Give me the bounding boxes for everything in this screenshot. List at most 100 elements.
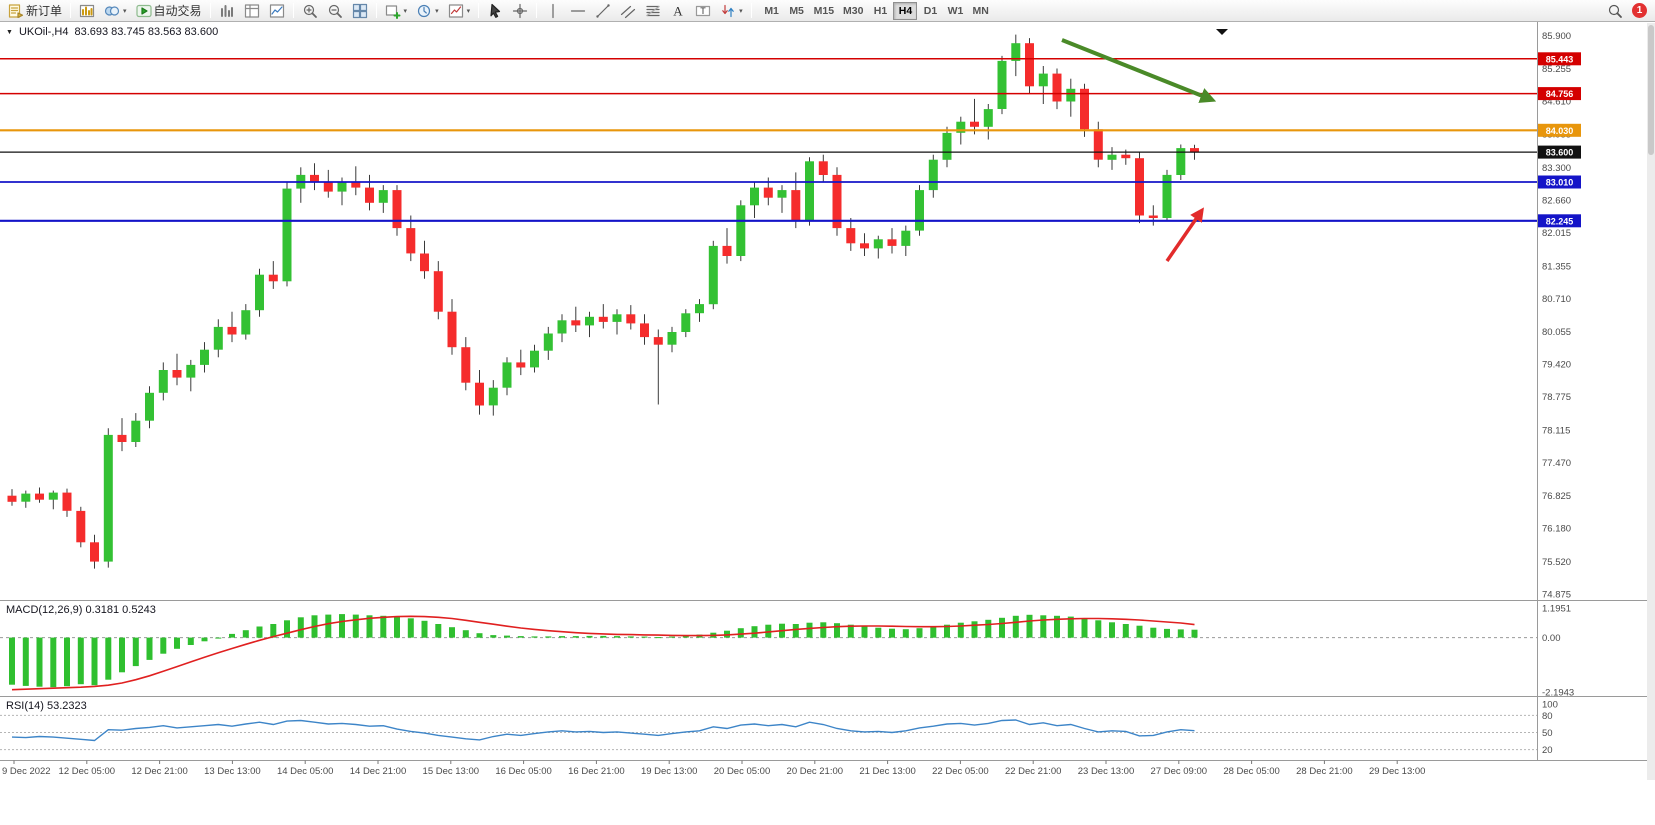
arrows-button[interactable]: ▾ [716, 1, 747, 21]
time-axis-label: 22 Dec 21:00 [1005, 766, 1062, 777]
search-button[interactable] [1603, 1, 1627, 21]
zoom-in-button[interactable] [298, 1, 322, 21]
svg-text:84.756: 84.756 [1546, 89, 1574, 99]
timeframe-d1-button[interactable]: D1 [918, 2, 942, 20]
templates-button[interactable]: ▾ [444, 1, 475, 21]
timeframe-m1-button[interactable]: M1 [760, 2, 784, 20]
price-axis-label: 76.180 [1542, 524, 1571, 535]
cursor-button[interactable] [483, 1, 507, 21]
toolbar: 新订单 ▾ 自动交易 ▾ ▾ ▾ A T ▾ M1 M5 M15 M30 H1 H4 D1 W1 MN 1 [0, 0, 1655, 22]
new-order-button[interactable]: 新订单 [4, 1, 66, 21]
time-axis-label: 14 Dec 05:00 [277, 766, 334, 777]
price-axis-label: 85.255 [1542, 64, 1571, 75]
zoom-in-icon [303, 4, 317, 18]
vertical-line-button[interactable] [541, 1, 565, 21]
price-axis-label: 81.355 [1542, 261, 1571, 272]
rsi-scale-label: 100 [1542, 700, 1558, 711]
rsi-scale-label: 80 [1542, 711, 1553, 722]
timeframe-h4-button[interactable]: H4 [893, 1, 918, 20]
hline-icon [570, 9, 586, 12]
red-bounce-arrow[interactable] [1165, 207, 1204, 262]
green-trend-arrow[interactable] [1061, 38, 1217, 103]
zoom-out-button[interactable] [323, 1, 347, 21]
data-window-icon [244, 3, 259, 18]
timeframe-m5-button[interactable]: M5 [785, 2, 809, 20]
chart-canvas[interactable]: 85.90085.25584.61083.95583.30082.66082.0… [0, 22, 1655, 825]
autotrading-button[interactable]: 自动交易 [132, 1, 206, 21]
periods-icon [417, 4, 431, 17]
time-axis-label: 29 Dec 13:00 [1369, 766, 1426, 777]
rsi-scale-label: 50 [1542, 728, 1553, 739]
price-axis-label: 77.470 [1542, 458, 1571, 469]
line-chart-button[interactable] [265, 1, 289, 21]
time-axis-label: 14 Dec 21:00 [350, 766, 407, 777]
bar-chart-button[interactable] [215, 1, 239, 21]
crosshair-icon [512, 3, 528, 18]
timeframe-m15-button[interactable]: M15 [810, 2, 838, 20]
time-axis-label: 16 Dec 21:00 [568, 766, 625, 777]
crosshair-button[interactable] [508, 1, 532, 21]
arrows-icon [722, 4, 734, 17]
data-window-button[interactable] [240, 1, 264, 21]
fibonacci-button[interactable] [641, 1, 665, 21]
timeframe-w1-button[interactable]: W1 [943, 2, 967, 20]
price-axis-label: 78.775 [1542, 392, 1571, 403]
templates-icon [448, 3, 463, 18]
dropdown-caret-icon: ▾ [123, 7, 127, 15]
label-button[interactable]: T [691, 1, 715, 21]
dropdown-caret-icon: ▾ [435, 7, 439, 15]
magnifier-icon [1608, 4, 1622, 18]
tile-windows-button[interactable] [348, 1, 372, 21]
chart-shift-marker[interactable] [1216, 29, 1228, 35]
timeframe-mn-button[interactable]: MN [968, 2, 992, 20]
charts-button[interactable] [75, 1, 99, 21]
svg-text:82.245: 82.245 [1546, 216, 1574, 226]
toolbar-separator [478, 3, 480, 18]
svg-text:A: A [673, 3, 683, 18]
time-axis-label: 9 Dec 2022 [2, 766, 51, 777]
price-axis-label: 76.825 [1542, 491, 1571, 502]
toolbar-separator [292, 3, 294, 18]
profiles-button[interactable]: ▾ [100, 1, 131, 21]
price-axis-label: 80.710 [1542, 294, 1571, 305]
chart-background [0, 22, 1655, 825]
macd-scale-label: 1.1951 [1542, 604, 1571, 615]
time-axis-label: 15 Dec 13:00 [423, 766, 480, 777]
svg-text:84.030: 84.030 [1546, 126, 1574, 136]
time-axis-label: 23 Dec 13:00 [1078, 766, 1135, 777]
time-axis-label: 28 Dec 21:00 [1296, 766, 1353, 777]
vertical-scrollbar[interactable] [1647, 23, 1655, 780]
timeframe-h1-button[interactable]: H1 [868, 2, 892, 20]
cursor-icon [490, 3, 501, 18]
chart-area[interactable]: 85.90085.25584.61083.95583.30082.66082.0… [0, 22, 1655, 825]
label-icon: T [695, 5, 711, 16]
price-badge: 83.600 [1538, 145, 1581, 159]
price-axis-label: 85.900 [1542, 31, 1571, 42]
notification-badge[interactable]: 1 [1632, 3, 1647, 18]
toolbar-separator [750, 3, 752, 18]
dropdown-caret-icon: ▾ [466, 7, 471, 15]
channel-button[interactable] [616, 1, 640, 21]
price-badge: 84.030 [1538, 123, 1581, 137]
timeframe-m30-button[interactable]: M30 [839, 2, 867, 20]
price-badge: 84.756 [1538, 87, 1581, 101]
text-button[interactable]: A [666, 1, 690, 21]
toolbar-separator [70, 3, 72, 18]
zoom-out-icon [328, 4, 342, 18]
trendline-button[interactable] [591, 1, 615, 21]
time-axis-label: 28 Dec 05:00 [1223, 766, 1280, 777]
rsi-line [11, 719, 1195, 742]
price-axis-label: 79.420 [1542, 359, 1571, 370]
new-order-button-label: 新订单 [26, 4, 63, 18]
new-chart-icon [385, 4, 401, 19]
line-chart-icon [269, 3, 284, 18]
new-chart-button[interactable]: ▾ [381, 1, 412, 21]
channel-icon [620, 5, 636, 18]
macd-scale-label: 0.00 [1542, 633, 1561, 644]
time-axis-label: 12 Dec 21:00 [131, 766, 188, 777]
horizontal-line-button[interactable] [566, 1, 590, 21]
price-axis-label: 84.610 [1542, 97, 1571, 108]
price-axis-label: 75.520 [1542, 557, 1571, 568]
periods-button[interactable]: ▾ [412, 1, 443, 21]
dropdown-caret-icon: ▾ [739, 7, 743, 15]
